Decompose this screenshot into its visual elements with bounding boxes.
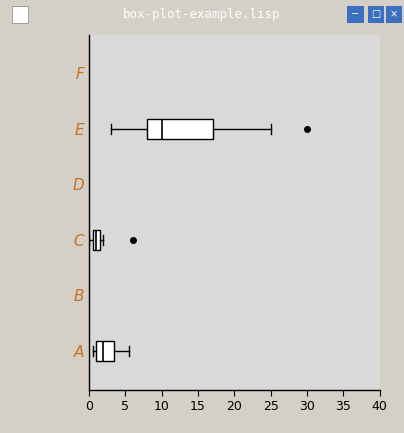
Bar — [347, 6, 364, 23]
Bar — [12, 6, 28, 23]
PathPatch shape — [93, 230, 100, 249]
Bar — [386, 6, 402, 23]
Text: box-plot-example.lisp: box-plot-example.lisp — [123, 7, 281, 21]
Text: −: − — [351, 9, 360, 19]
Bar — [368, 6, 384, 23]
Text: ×: × — [390, 9, 398, 19]
PathPatch shape — [96, 341, 114, 361]
Text: □: □ — [371, 9, 380, 19]
PathPatch shape — [147, 119, 213, 139]
